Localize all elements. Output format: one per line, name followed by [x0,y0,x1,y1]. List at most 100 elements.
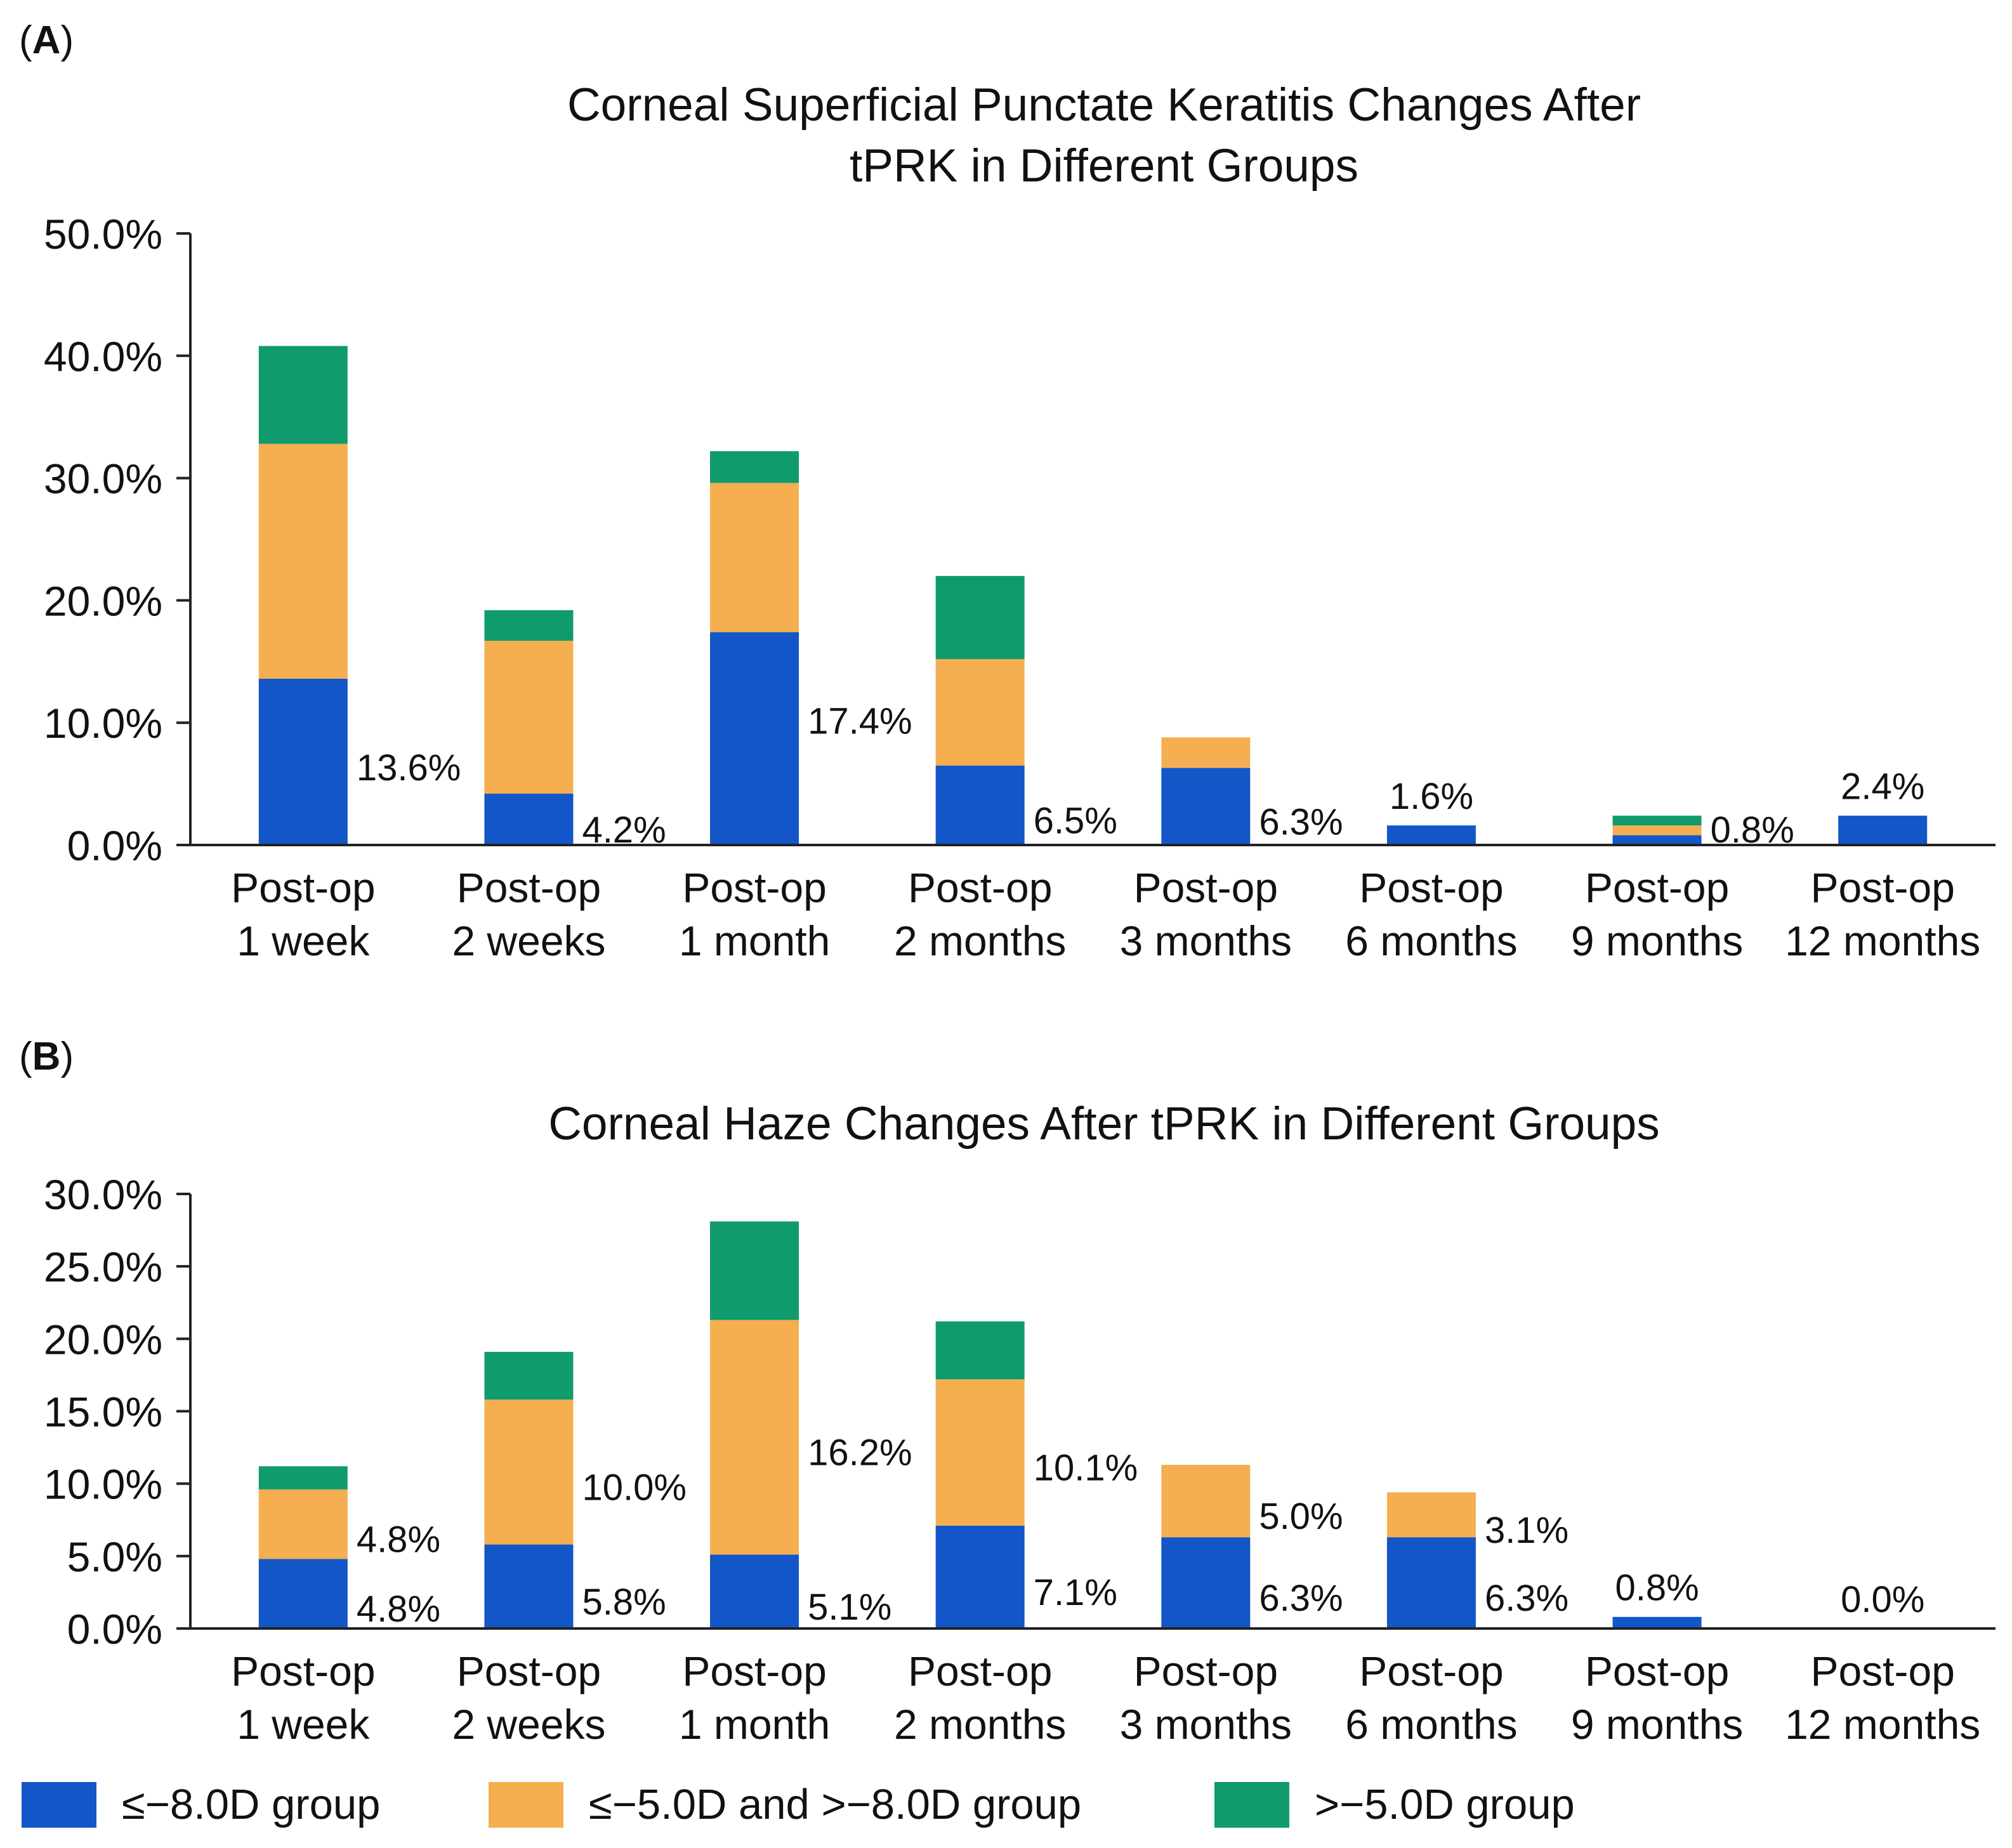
chart-a-title-line-1: Corneal Superficial Punctate Keratitis C… [567,79,1641,131]
chart-a-data-label: 6.3% [1259,801,1343,842]
legend-item-le-minus-8: ≤−8.0D group [22,1780,380,1829]
chart-b-data-label: 4.8% [357,1519,440,1561]
panel-b-letter: B [32,1035,61,1078]
chart-a-x-tick-label: 2 months [894,917,1066,964]
chart-b-x-tick-label: Post-op [1585,1648,1729,1694]
chart-a-x-tick-label: 9 months [1571,917,1743,964]
chart-a-x-tick-label: 1 month [679,917,830,964]
chart-b-bar-gt-minus-5 [258,1466,348,1490]
chart-a-data-label: 6.5% [1034,800,1117,841]
chart-a-bar-between [1161,737,1251,768]
legend-swatch-between [489,1781,563,1828]
chart-a-y-tick-label: 0.0% [67,822,162,869]
chart-a-title-line-2: tPRK in Different Groups [849,140,1358,192]
chart-a-x-tick-label: 2 weeks [452,917,605,964]
chart-a-y-tick-label: 40.0% [44,333,162,380]
legend-swatch-gt-minus-5 [1214,1781,1289,1828]
chart-a-bar-gt-minus-5 [258,346,348,444]
chart-b-bar-le-minus-8 [1612,1616,1702,1628]
chart-b-x-tick-label: Post-op [682,1648,826,1694]
chart-b-bar-le-minus-8 [258,1559,348,1628]
chart-a-x-tick-label: Post-op [231,864,375,911]
chart-a-x-tick-label: Post-op [1585,864,1729,911]
chart-b-bar-le-minus-8 [484,1544,574,1628]
chart-a-bar-le-minus-8 [484,794,574,845]
chart-a-bar-le-minus-8 [1612,835,1702,845]
chart-a-x-tick-label: 6 months [1345,917,1517,964]
chart-a-data-label: 1.6% [1390,776,1473,817]
chart-b-y-tick-label: 10.0% [44,1461,162,1508]
chart-a-bar-le-minus-8 [258,678,348,845]
chart-b-x-tick-label: Post-op [1134,1648,1278,1694]
chart-b-x-tick-label: Post-op [908,1648,1052,1694]
chart-b-data-label: 10.0% [582,1467,686,1508]
chart-b-data-label: 6.3% [1259,1578,1343,1619]
chart-b-data-label: 0.0% [1841,1579,1924,1620]
chart-a-bar-between [258,443,348,679]
chart-a-y-tick-label: 20.0% [44,577,162,624]
chart-a-x-tick-label: Post-op [682,864,826,911]
chart-b-y-tick-label: 25.0% [44,1243,162,1290]
chart-b-data-label: 5.1% [808,1587,891,1628]
chart-b-x-tick-label: 2 weeks [452,1701,605,1748]
chart-b-data-label: 3.1% [1485,1510,1568,1551]
chart-a-data-label: 13.6% [357,747,461,789]
chart-b-bar-gt-minus-5 [935,1321,1025,1380]
chart-b-x-tick-label: 3 months [1120,1701,1292,1748]
chart-b-y-tick-label: 30.0% [44,1171,162,1218]
chart-a-bar-between [1612,825,1702,836]
panel-a-label: (A) [19,18,74,62]
chart-b-x-tick-label: 1 month [679,1701,830,1748]
legend-label-gt-minus-5: >−5.0D group [1315,1781,1575,1828]
chart-a-y-tick-label: 30.0% [44,455,162,502]
chart-a-bar-gt-minus-5 [710,451,799,483]
chart-a-x-tick-label: 12 months [1785,917,1980,964]
chart-b-bar-le-minus-8 [1161,1537,1251,1628]
chart-b-x-tick-label: 6 months [1345,1701,1517,1748]
panel-a-letter: A [32,18,61,62]
chart-a-x-tick-label: Post-op [457,864,601,911]
chart-b-y-tick-label: 0.0% [67,1606,162,1653]
chart-b-title-line-1: Corneal Haze Changes After tPRK in Diffe… [548,1098,1660,1150]
chart-a-bar-gt-minus-5 [935,575,1025,659]
chart-b-bar-le-minus-8 [710,1554,799,1628]
chart-b-y-tick-label: 20.0% [44,1316,162,1363]
chart-a-x-tick-label: Post-op [1810,864,1954,911]
chart-b-x-tick-label: Post-op [231,1648,375,1694]
chart-b-data-label: 6.3% [1485,1578,1568,1619]
chart-a-bar-le-minus-8 [1386,825,1476,845]
chart-a-plot: 0.0% 10.0% 20.0% 30.0% 40.0% 50.0% Post-op 1 we… [44,211,1996,964]
chart-a-data-label: 0.8% [1711,809,1794,851]
chart-b-data-label: 7.1% [1034,1572,1117,1613]
chart-b-data-label: 5.8% [582,1582,666,1623]
legend-label-between: ≤−5.0D and >−8.0D group [589,1781,1082,1828]
chart-b-data-label: 5.0% [1259,1496,1343,1537]
chart-b-y-tick-label: 5.0% [67,1533,162,1580]
chart-b-bar-between [710,1320,799,1555]
chart-a-bar-le-minus-8 [1838,815,1928,845]
chart-a-x-tick-label: Post-op [1359,864,1503,911]
chart-b-title: Corneal Haze Changes After tPRK in Diffe… [190,1094,2012,1155]
chart-a-title: Corneal Superficial Punctate Keratitis C… [190,75,2012,197]
chart-b-bar-le-minus-8 [935,1525,1025,1628]
chart-b-x-tick-label: Post-op [1810,1648,1954,1694]
chart-a-bar-between [710,483,799,632]
chart-b-x-tick-label: 12 months [1785,1701,1980,1748]
chart-a-x-tick-label: 3 months [1120,917,1292,964]
chart-a-bar-between [484,641,574,794]
chart-a-bar-gt-minus-5 [484,610,574,641]
chart-a-bar-between [935,659,1025,766]
chart-b-bar-between [1386,1492,1476,1538]
chart-b-bar-gt-minus-5 [710,1221,799,1320]
chart-b-bar-between [1161,1464,1251,1538]
chart-b-bar-between [484,1399,574,1545]
chart-a-x-tick-label: 1 week [237,917,370,964]
chart-b-bar-between [935,1379,1025,1526]
legend-item-gt-minus-5: >−5.0D group [1214,1780,1575,1829]
chart-a-y-tick-label: 50.0% [44,211,162,258]
chart-b-x-tick-label: Post-op [1359,1648,1503,1694]
chart-a-bar-le-minus-8 [935,765,1025,845]
chart-b-bar-between [258,1489,348,1559]
chart-b-data-label: 0.8% [1615,1568,1699,1609]
chart-b-plot: 0.0% 5.0% 10.0% 15.0% 20.0% 25.0% 30.0% Post-op… [44,1171,1996,1748]
